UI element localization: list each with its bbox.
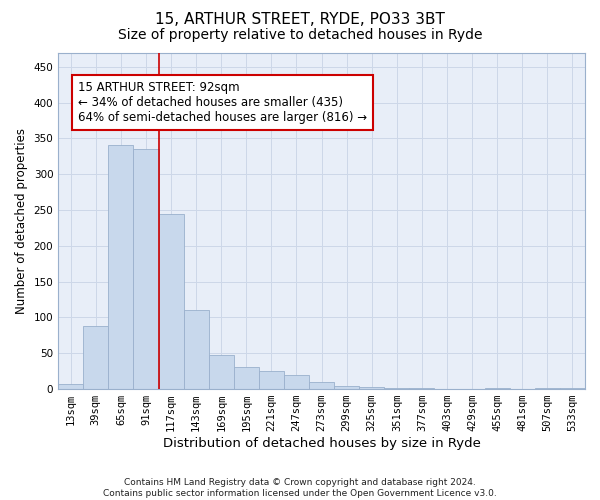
Text: Contains HM Land Registry data © Crown copyright and database right 2024.
Contai: Contains HM Land Registry data © Crown c…	[103, 478, 497, 498]
Bar	[535, 388, 560, 389]
Bar	[58, 384, 83, 389]
Bar	[284, 375, 309, 389]
Bar	[259, 371, 284, 389]
Bar	[385, 388, 409, 389]
X-axis label: Distribution of detached houses by size in Ryde: Distribution of detached houses by size …	[163, 437, 481, 450]
Y-axis label: Number of detached properties: Number of detached properties	[15, 128, 28, 314]
Bar	[485, 388, 510, 389]
Text: 15, ARTHUR STREET, RYDE, PO33 3BT: 15, ARTHUR STREET, RYDE, PO33 3BT	[155, 12, 445, 28]
Bar	[158, 214, 184, 389]
Text: 15 ARTHUR STREET: 92sqm
← 34% of detached houses are smaller (435)
64% of semi-d: 15 ARTHUR STREET: 92sqm ← 34% of detache…	[78, 81, 367, 124]
Bar	[209, 354, 234, 389]
Bar	[359, 387, 385, 389]
Bar	[309, 382, 334, 389]
Text: Size of property relative to detached houses in Ryde: Size of property relative to detached ho…	[118, 28, 482, 42]
Bar	[560, 388, 585, 389]
Bar	[109, 145, 133, 389]
Bar	[133, 149, 158, 389]
Bar	[334, 386, 359, 389]
Bar	[234, 367, 259, 389]
Bar	[83, 326, 109, 389]
Bar	[184, 310, 209, 389]
Bar	[409, 388, 434, 389]
